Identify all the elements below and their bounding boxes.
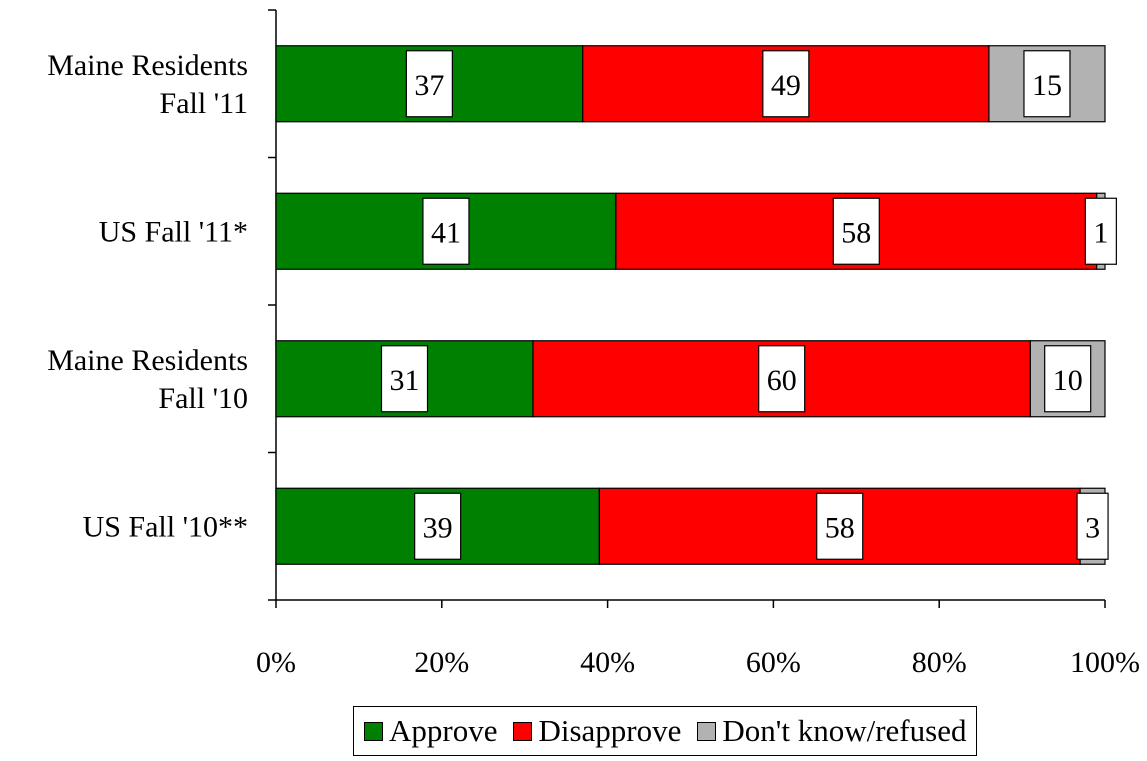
data-label-box [414,492,462,560]
x-tick-label: 20% [414,646,469,679]
data-label-box [1044,345,1092,413]
data-label: 3 [1076,492,1109,560]
legend-label-dont-know: Don't know/refused [722,713,967,748]
data-label-box [832,197,880,265]
legend-swatch-approve [364,721,383,741]
data-label-text: 1 [1093,216,1108,249]
x-tick-label: 80% [912,646,967,679]
data-label-text: 31 [389,364,419,397]
data-label-box [380,345,429,413]
data-label-box [422,197,470,265]
data-label: 15 [1023,50,1071,118]
legend-label-disapprove: Disapprove [538,713,682,748]
data-label-box [816,492,864,560]
data-label-box [758,345,806,413]
data-label-text: 58 [825,511,855,544]
data-label-text: 10 [1053,364,1083,397]
legend-item-dont-know: Don't know/refused [697,713,966,749]
category-label: Maine Residents [47,344,248,377]
data-label: 1 [1084,197,1117,265]
data-label: 41 [422,197,470,265]
data-label: 60 [758,345,806,413]
data-label-box [1084,197,1117,265]
chart-bars [275,45,1106,565]
data-label: 10 [1044,345,1092,413]
chart-axes: 0% 20% 40% 60% 80% 100% [256,9,1140,679]
category-label: Fall '10 [158,382,248,415]
data-label-text: 49 [771,69,801,102]
data-label-text: 15 [1032,69,1062,102]
x-tick-label: 100% [1070,646,1140,679]
data-label-box [1023,50,1071,118]
data-label: 49 [762,50,810,118]
category-label: US Fall '11* [99,215,248,248]
data-label: 31 [380,345,429,413]
legend-item-disapprove: Disapprove [513,713,681,749]
legend-swatch-dont-know [697,721,717,741]
data-label-box [762,50,810,118]
legend-label-approve: Approve [389,713,498,748]
x-tick-label: 60% [746,646,801,679]
data-label-box [405,50,453,118]
data-label-text: 37 [414,69,444,102]
category-label: Maine Residents [47,49,248,82]
data-label: 39 [414,492,462,560]
data-label: 58 [832,197,880,265]
data-label: 37 [405,50,453,118]
category-label: Fall '11 [160,87,248,120]
data-label-box [1076,492,1109,560]
x-tick-label: 0% [256,646,296,679]
stacked-bar-chart: 0% 20% 40% 60% 80% 100% 37 49 15 Maine Residents… [47,9,1140,679]
category-label: US Fall '10** [83,510,248,543]
x-tick-label: 40% [580,646,635,679]
chart-labels: 37 49 15 Maine Residents Fall '11 41 58 1 US Fal… [47,49,1117,560]
data-label-text: 3 [1085,511,1100,544]
data-label-text: 39 [423,511,453,544]
data-label-text: 41 [431,216,461,249]
chart-legend: Approve Disapprove Don't know/refused [353,706,978,756]
data-label: 58 [816,492,864,560]
data-label-text: 58 [841,216,871,249]
legend-item-approve: Approve [364,713,497,749]
data-label-text: 60 [767,364,797,397]
legend-swatch-disapprove [513,721,533,741]
